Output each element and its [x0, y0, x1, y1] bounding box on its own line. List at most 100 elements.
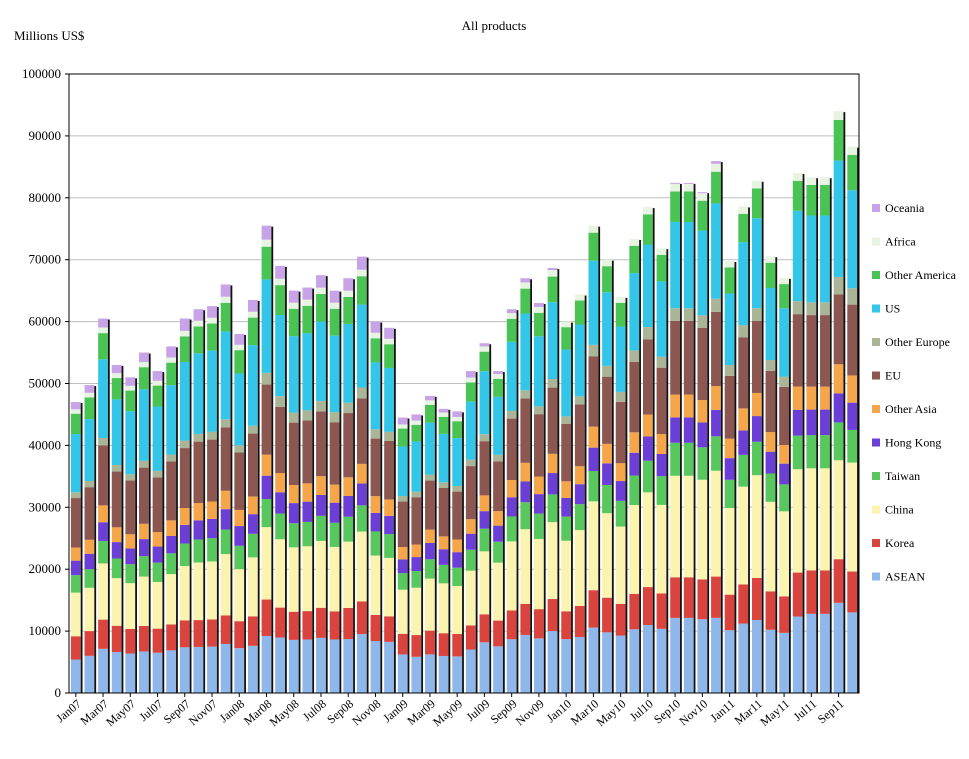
- bar-segment: [656, 593, 667, 629]
- bar-segment: [397, 424, 408, 429]
- bar-segment: [588, 447, 599, 472]
- bar-segment: [724, 458, 735, 480]
- bar-segment: [179, 330, 190, 337]
- bar-segment: [670, 308, 681, 321]
- bar-segment: [452, 411, 463, 417]
- bar-segment: [547, 387, 558, 454]
- bar-segment: [602, 513, 612, 598]
- bar-segment: [370, 362, 381, 430]
- bar-segment: [751, 188, 762, 219]
- bar-segment: [561, 349, 572, 417]
- bar-segment: [670, 617, 681, 693]
- bar-segment: [452, 539, 463, 553]
- bar-segment: [356, 505, 367, 532]
- bar-segment: [411, 656, 422, 693]
- bar-segment: [792, 314, 803, 387]
- bar-stack: [792, 173, 805, 693]
- bar-segment: [792, 210, 803, 302]
- bar-shadow: [135, 378, 137, 693]
- bar-segment: [738, 213, 749, 243]
- bar-segment: [833, 160, 844, 277]
- bar-segment: [152, 470, 163, 478]
- bar-segment: [234, 344, 245, 351]
- bar-segment: [465, 371, 476, 378]
- bar-segment: [833, 111, 844, 120]
- bar-segment: [316, 275, 326, 288]
- bar-segment: [724, 630, 735, 693]
- bar-segment: [547, 302, 558, 380]
- bar-stack: [111, 364, 124, 693]
- bar-segment: [642, 460, 653, 493]
- bar-segment: [847, 304, 858, 376]
- bar-segment: [84, 631, 95, 656]
- bar-segment: [425, 480, 435, 530]
- bar-segment: [397, 633, 408, 655]
- x-tick-label: Jan08: [217, 697, 247, 726]
- bar-shadow: [325, 276, 328, 693]
- bar-segment: [751, 180, 762, 189]
- bar-segment: [629, 273, 640, 351]
- bar-segment: [697, 193, 708, 201]
- bar-segment: [343, 607, 354, 640]
- bar-segment: [166, 454, 177, 462]
- bar-segment: [329, 522, 340, 547]
- bar-segment: [275, 492, 286, 514]
- bar-stack: [425, 395, 437, 693]
- bar-stack: [316, 275, 328, 693]
- bar-segment: [70, 636, 81, 660]
- bar-segment: [615, 326, 626, 392]
- bar-stack: [683, 182, 696, 694]
- bar-segment: [261, 225, 272, 240]
- bar-segment: [193, 309, 204, 321]
- bar-segment: [343, 296, 354, 324]
- bar-segment: [329, 502, 340, 523]
- bar-segment: [561, 516, 572, 541]
- bar-segment: [711, 436, 721, 471]
- bar-segment: [234, 526, 245, 546]
- bar-segment: [833, 119, 844, 161]
- bar-segment: [247, 514, 258, 534]
- bar-segment: [370, 641, 381, 693]
- bar-segment: [193, 326, 204, 354]
- bar-segment: [247, 425, 258, 434]
- bar-segment: [792, 301, 803, 315]
- bar-segment: [629, 452, 640, 476]
- bar-segment: [384, 641, 394, 693]
- bar-segment: [220, 296, 231, 303]
- bar-segment: [547, 473, 558, 495]
- bar-segment: [738, 206, 749, 214]
- bar-segment: [629, 238, 640, 246]
- bar-segment: [506, 341, 517, 411]
- bar-segment: [588, 590, 599, 628]
- bar-segment: [615, 296, 626, 303]
- bar-segment: [370, 321, 381, 333]
- bar-segment: [247, 345, 258, 426]
- bar-segment: [411, 635, 422, 657]
- bar-stack: [397, 417, 410, 693]
- bar-segment: [779, 376, 789, 387]
- bar-segment: [329, 290, 340, 303]
- x-tick-label: Nov09: [513, 697, 547, 729]
- bar-shadow: [598, 226, 601, 693]
- bar-segment: [670, 475, 681, 578]
- bar-segment: [479, 495, 490, 512]
- bar-segment: [193, 320, 204, 327]
- bar-segment: [343, 323, 354, 403]
- bar-segment: [465, 549, 476, 571]
- legend-item: Other Asia: [872, 402, 937, 416]
- bar-segment: [370, 555, 381, 616]
- bar-segment: [275, 406, 286, 474]
- bar-segment: [534, 336, 544, 407]
- bar-segment: [697, 192, 708, 194]
- bar-segment: [411, 497, 422, 545]
- bar-segment: [356, 304, 367, 388]
- bar-segment: [316, 400, 326, 412]
- bar-shadow: [680, 183, 682, 694]
- bar-segment: [751, 321, 762, 393]
- bar-segment: [247, 557, 258, 617]
- bar-segment: [792, 180, 803, 211]
- bar-segment: [547, 268, 558, 271]
- bar-segment: [329, 422, 340, 485]
- x-tick-label: Nov08: [349, 697, 383, 729]
- bar-shadow: [652, 208, 655, 693]
